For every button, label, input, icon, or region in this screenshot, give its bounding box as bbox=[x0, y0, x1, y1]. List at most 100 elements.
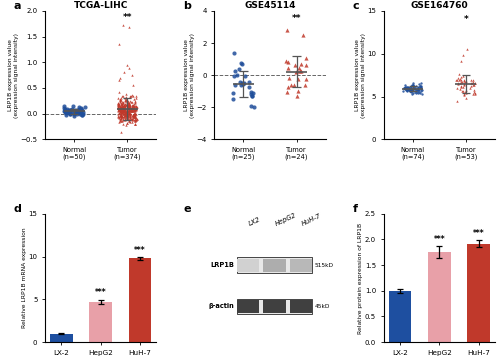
Point bbox=[120, 93, 128, 99]
Point bbox=[122, 113, 130, 119]
Point bbox=[77, 106, 85, 111]
Point bbox=[300, 32, 308, 38]
Point bbox=[124, 100, 132, 106]
Point bbox=[73, 109, 81, 115]
Point bbox=[124, 107, 132, 113]
Point bbox=[469, 77, 477, 83]
Point bbox=[122, 111, 130, 116]
Point bbox=[116, 107, 124, 113]
Point bbox=[124, 105, 132, 111]
Point bbox=[118, 110, 126, 116]
Point bbox=[238, 82, 246, 87]
Point bbox=[460, 91, 468, 96]
Point bbox=[116, 117, 124, 123]
Point bbox=[61, 106, 69, 112]
Point bbox=[407, 88, 415, 94]
Point bbox=[73, 108, 81, 114]
Point bbox=[128, 116, 136, 122]
Point bbox=[130, 107, 138, 112]
Point bbox=[118, 106, 126, 112]
Point bbox=[124, 113, 132, 119]
Point bbox=[118, 107, 126, 113]
Point bbox=[116, 106, 124, 111]
Point bbox=[132, 116, 140, 122]
Point bbox=[411, 89, 419, 95]
Point bbox=[129, 102, 137, 108]
Point bbox=[122, 98, 130, 104]
Point bbox=[126, 108, 134, 114]
Point bbox=[130, 112, 138, 118]
Title: TCGA-LIHC: TCGA-LIHC bbox=[74, 1, 128, 10]
Point bbox=[247, 91, 255, 97]
Point bbox=[122, 108, 130, 114]
Point bbox=[402, 84, 410, 90]
Point bbox=[124, 104, 132, 110]
Point bbox=[124, 114, 132, 119]
Point bbox=[120, 106, 128, 111]
Point bbox=[117, 116, 125, 122]
Y-axis label: Relative LRP1B mRNA expression: Relative LRP1B mRNA expression bbox=[22, 228, 27, 328]
Point bbox=[129, 94, 137, 99]
Point bbox=[130, 104, 138, 110]
Point bbox=[132, 117, 140, 123]
Point bbox=[120, 117, 128, 123]
Point bbox=[119, 99, 127, 105]
Point bbox=[130, 103, 138, 108]
Point bbox=[70, 113, 78, 119]
Point bbox=[116, 107, 124, 113]
Point bbox=[124, 100, 132, 106]
Point bbox=[117, 104, 125, 110]
Point bbox=[403, 88, 411, 94]
Point bbox=[131, 99, 139, 105]
Point bbox=[130, 112, 138, 118]
Point bbox=[128, 111, 136, 117]
Point bbox=[125, 118, 133, 123]
Text: HepG2: HepG2 bbox=[274, 211, 297, 227]
Point bbox=[126, 98, 134, 104]
Point bbox=[127, 107, 135, 113]
Point bbox=[62, 112, 70, 118]
Point bbox=[469, 83, 477, 88]
Point bbox=[126, 106, 134, 111]
Point bbox=[122, 115, 130, 120]
Point bbox=[408, 91, 416, 97]
Point bbox=[116, 111, 124, 116]
Point bbox=[230, 73, 237, 79]
Point bbox=[114, 104, 122, 110]
Point bbox=[120, 109, 128, 115]
Point bbox=[125, 109, 133, 115]
Point bbox=[128, 117, 136, 123]
Point bbox=[117, 104, 125, 110]
Point bbox=[129, 82, 137, 88]
Point bbox=[126, 112, 134, 118]
Point bbox=[116, 106, 124, 112]
Point bbox=[116, 101, 124, 107]
Point bbox=[116, 106, 124, 112]
Point bbox=[114, 102, 122, 107]
Point bbox=[294, 93, 302, 99]
Point bbox=[120, 106, 128, 112]
Point bbox=[467, 80, 475, 86]
Point bbox=[70, 109, 78, 115]
Point bbox=[126, 102, 134, 108]
Point bbox=[61, 108, 69, 114]
Text: a: a bbox=[14, 1, 22, 11]
Point bbox=[132, 104, 140, 110]
Point bbox=[402, 86, 410, 92]
Point bbox=[126, 105, 134, 111]
Point bbox=[126, 104, 134, 110]
Point bbox=[62, 109, 70, 115]
Point bbox=[403, 84, 411, 90]
Point bbox=[124, 102, 132, 108]
Point bbox=[122, 91, 130, 97]
Point bbox=[119, 105, 127, 111]
Point bbox=[128, 107, 136, 113]
Point bbox=[114, 107, 122, 113]
Point bbox=[120, 114, 128, 119]
Point bbox=[416, 91, 424, 96]
Bar bbox=[50, 333, 73, 342]
Point bbox=[132, 112, 140, 118]
Point bbox=[114, 90, 122, 95]
Point bbox=[238, 62, 246, 67]
Point bbox=[120, 100, 128, 106]
